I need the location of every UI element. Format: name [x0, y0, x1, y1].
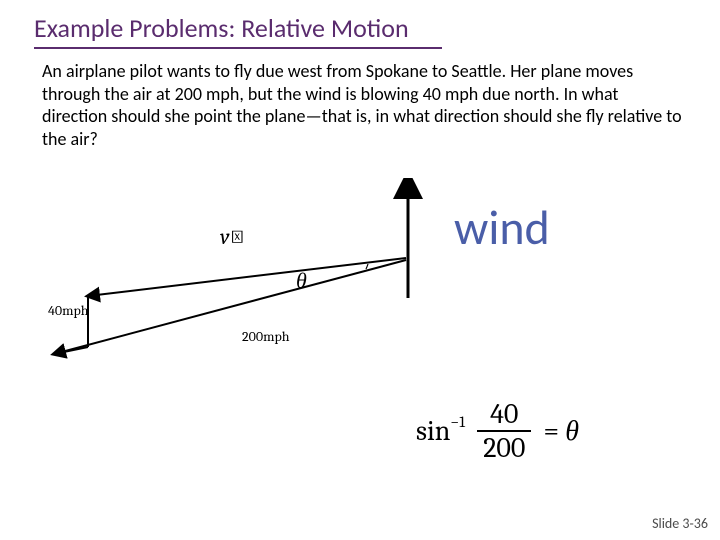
- page-title: Example Problems: Relative Motion: [34, 12, 409, 44]
- eq-rhs: θ: [565, 415, 579, 448]
- vector-diagram: v⃗ θ 40mph 200mph: [48, 178, 428, 388]
- v-arrow: [88, 258, 406, 296]
- eq-fraction: 40 200: [477, 400, 531, 462]
- eq-exponent: −1: [450, 413, 465, 431]
- problem-text: An airplane pilot wants to fly due west …: [42, 60, 682, 150]
- hypotenuse-200mph: [54, 260, 406, 354]
- slide-number: Slide 3-36: [652, 515, 708, 532]
- label-200mph: 200mph: [242, 328, 290, 345]
- eq-denominator: 200: [477, 430, 531, 462]
- eq-func: sin: [416, 415, 450, 447]
- eq-numerator: 40: [477, 400, 531, 430]
- title-underline: [34, 47, 442, 49]
- equation: sin−1 40 200 = θ: [416, 400, 579, 462]
- wind-label: wind: [454, 198, 550, 257]
- label-40mph: 40mph: [48, 302, 89, 319]
- diagram-svg: v⃗ θ: [48, 178, 428, 388]
- eq-equals: =: [544, 415, 560, 447]
- theta-arc: [366, 264, 368, 269]
- v-label: v⃗: [220, 224, 245, 250]
- closing-edge: [54, 347, 88, 354]
- theta-label: θ: [296, 268, 307, 294]
